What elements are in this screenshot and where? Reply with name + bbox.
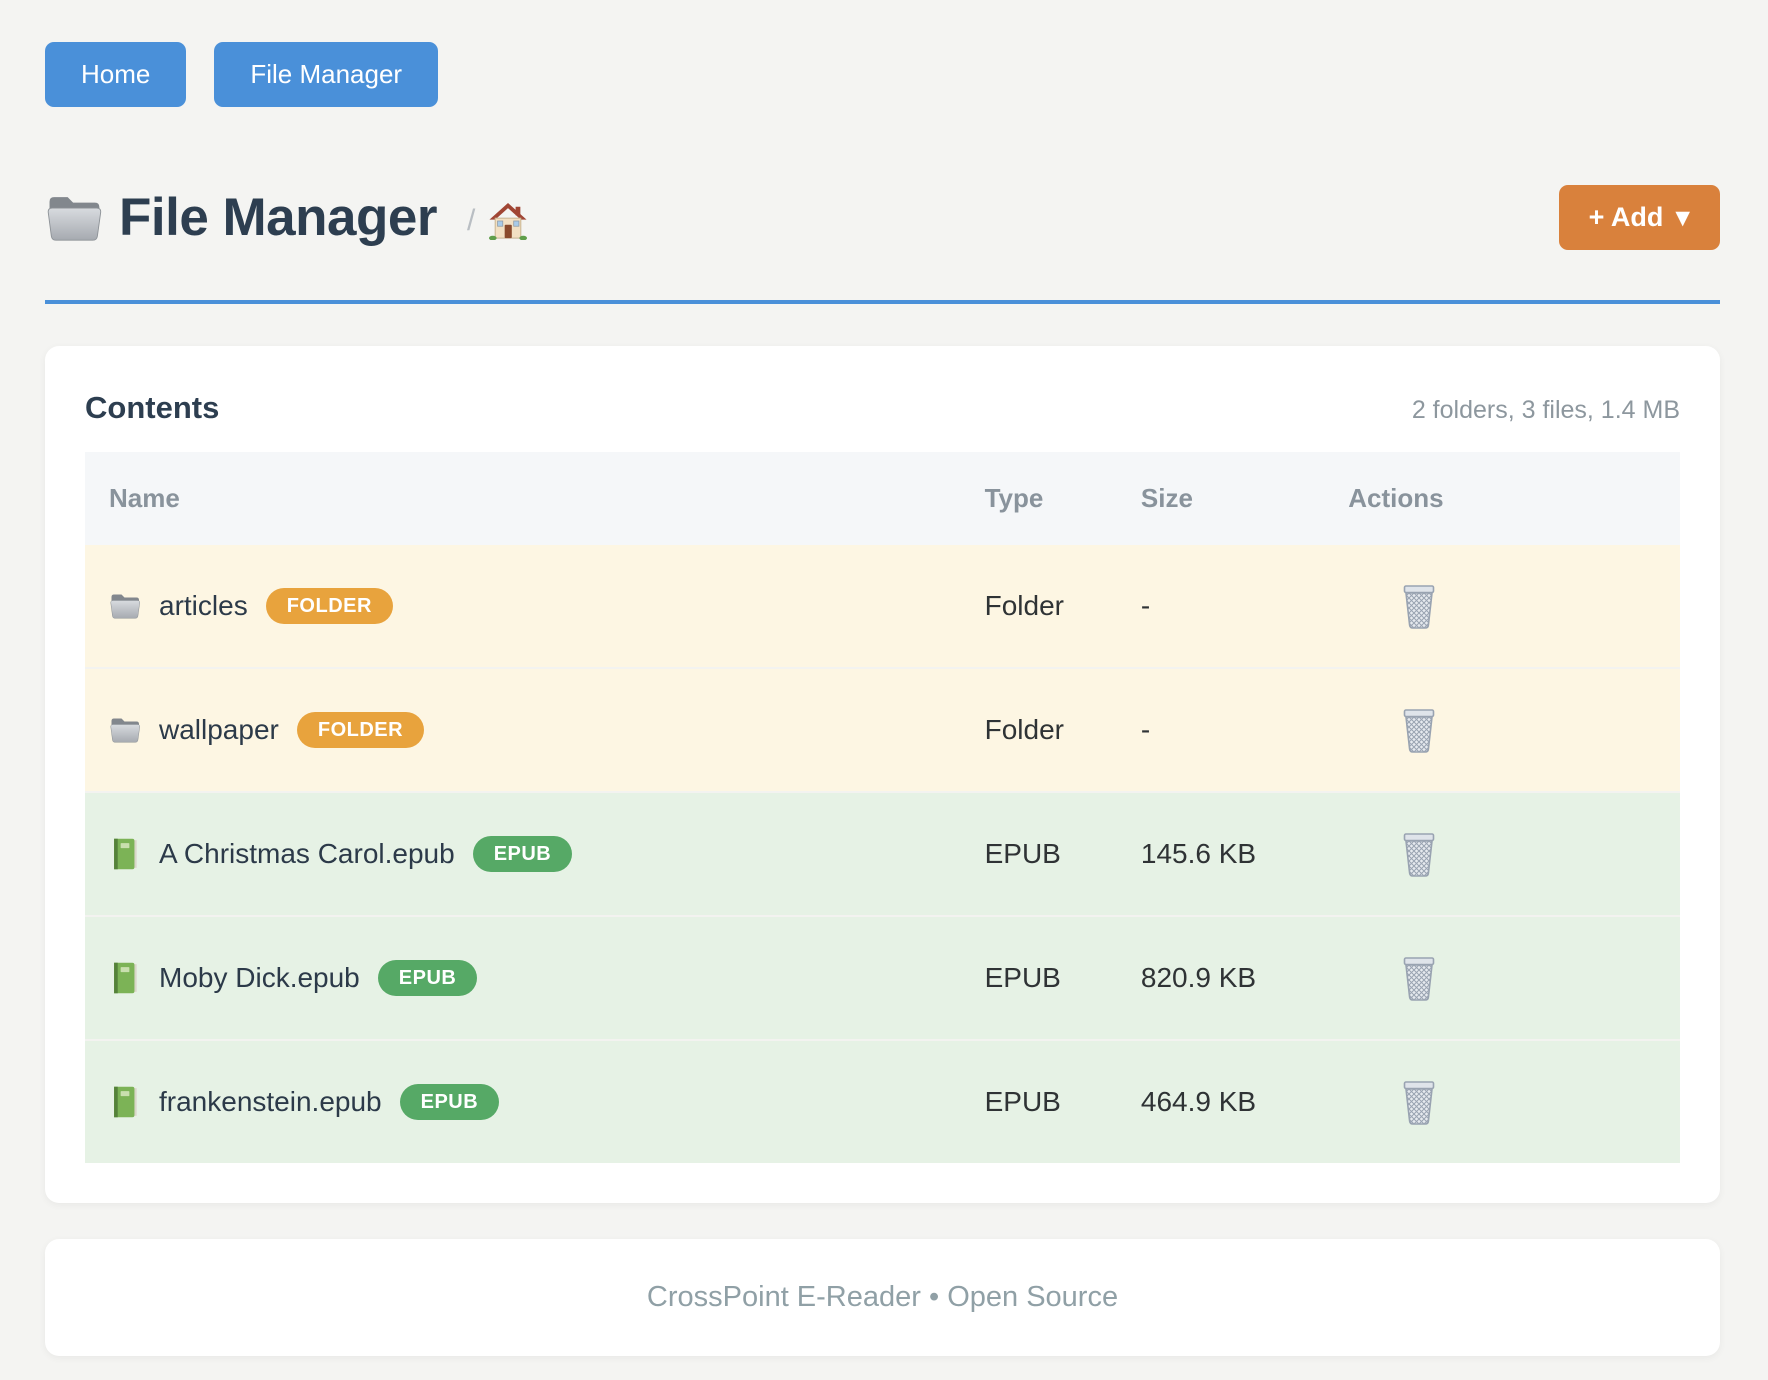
- open-folder-icon: [45, 193, 103, 243]
- file-size: 820.9 KB: [1140, 915, 1349, 1040]
- title-divider: [45, 300, 1720, 304]
- table-row[interactable]: wallpaper FOLDER Folder -: [85, 667, 1680, 792]
- delete-button[interactable]: [1398, 707, 1440, 753]
- delete-button[interactable]: [1398, 955, 1440, 1001]
- title-group: File Manager /: [45, 187, 527, 248]
- table-row[interactable]: Moby Dick.epub EPUB EPUB 820.9 KB: [85, 915, 1680, 1040]
- file-name: frankenstein.epub: [159, 1086, 382, 1117]
- table-row[interactable]: frankenstein.epub EPUB EPUB 464.9 KB: [85, 1039, 1680, 1163]
- file-type: EPUB: [984, 791, 1141, 916]
- trash-icon: [1398, 707, 1440, 753]
- green-book-icon: [109, 1086, 141, 1118]
- file-size: 145.6 KB: [1140, 791, 1349, 916]
- file-type-badge: FOLDER: [296, 712, 425, 748]
- footer-text: CrossPoint E-Reader • Open Source: [646, 1281, 1119, 1313]
- file-type: EPUB: [984, 1039, 1141, 1163]
- add-button[interactable]: + Add ▼: [1558, 185, 1720, 250]
- trash-icon: [1398, 831, 1440, 877]
- trash-icon: [1398, 583, 1440, 629]
- column-header-name: Name: [85, 452, 985, 545]
- delete-button[interactable]: [1398, 831, 1440, 877]
- table-header-row: Name Type Size Actions: [85, 452, 1680, 545]
- add-button-label: + Add: [1588, 202, 1664, 232]
- column-header-size: Size: [1140, 452, 1349, 545]
- trash-icon: [1398, 955, 1440, 1001]
- file-name: A Christmas Carol.epub: [159, 838, 455, 869]
- table-row[interactable]: A Christmas Carol.epub EPUB EPUB 145.6 K…: [85, 791, 1680, 916]
- green-book-icon: [109, 962, 141, 994]
- chevron-down-icon: ▼: [1675, 206, 1690, 229]
- file-name: wallpaper: [159, 714, 279, 745]
- file-type: Folder: [984, 667, 1141, 792]
- contents-summary: 2 folders, 3 files, 1.4 MB: [1411, 396, 1680, 424]
- file-type-badge: EPUB: [377, 960, 478, 996]
- file-table: Name Type Size Actions articles FOLDER F…: [85, 452, 1680, 1163]
- top-nav: Home File Manager: [45, 42, 1720, 107]
- home-icon[interactable]: [489, 202, 527, 240]
- green-book-icon: [109, 838, 141, 870]
- file-type: Folder: [984, 590, 1064, 621]
- nav-home-button[interactable]: Home: [45, 42, 187, 107]
- file-type-badge: EPUB: [399, 1084, 500, 1120]
- delete-button[interactable]: [1398, 1079, 1440, 1125]
- folder-icon: [109, 714, 141, 746]
- trash-icon: [1398, 1079, 1440, 1125]
- contents-card-header: Contents 2 folders, 3 files, 1.4 MB: [85, 390, 1680, 426]
- file-size: -: [1140, 590, 1151, 621]
- page-title: File Manager: [119, 188, 437, 247]
- file-type: EPUB: [984, 915, 1141, 1040]
- file-size: 464.9 KB: [1140, 1039, 1349, 1163]
- file-name: articles: [159, 590, 248, 621]
- page-header: File Manager / + Add ▼: [45, 185, 1720, 250]
- file-type-badge: EPUB: [472, 836, 573, 872]
- nav-file-manager-button[interactable]: File Manager: [214, 42, 439, 107]
- file-name: Moby Dick.epub: [159, 962, 360, 993]
- footer: CrossPoint E-Reader • Open Source: [45, 1239, 1720, 1356]
- table-row[interactable]: articles FOLDER Folder -: [85, 545, 1680, 668]
- contents-card: Contents 2 folders, 3 files, 1.4 MB Name…: [45, 346, 1720, 1203]
- breadcrumb-separator: /: [466, 203, 476, 237]
- file-type-badge: FOLDER: [265, 588, 393, 624]
- column-header-actions: Actions: [1348, 452, 1680, 545]
- folder-icon: [109, 590, 141, 622]
- contents-title: Contents: [85, 390, 220, 425]
- delete-button[interactable]: [1398, 583, 1440, 629]
- column-header-type: Type: [984, 452, 1141, 545]
- file-size: -: [1140, 667, 1349, 792]
